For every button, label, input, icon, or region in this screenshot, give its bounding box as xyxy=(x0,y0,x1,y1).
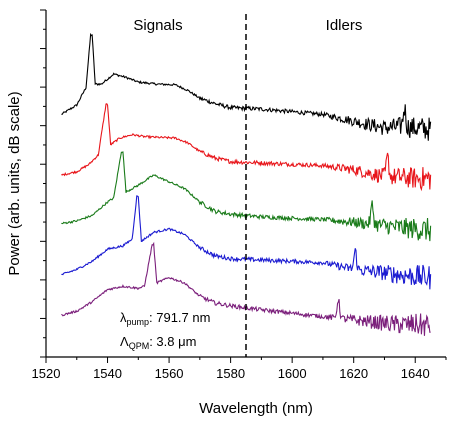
x-tick-label: 1520 xyxy=(32,366,61,381)
axes-layer: 1520 1540 1560 1580 1600 1620 1640 xyxy=(32,9,447,381)
series-line-3 xyxy=(61,151,432,242)
x-tick-label: 1600 xyxy=(278,366,307,381)
x-tick-label: 1540 xyxy=(93,366,122,381)
x-tick-label: 1640 xyxy=(401,366,430,381)
lambda-symbol: λ xyxy=(120,310,127,325)
x-tick-label: 1580 xyxy=(216,366,245,381)
y-axis-title: Power (arb. units, dB scale) xyxy=(6,91,23,275)
qpm-value: : 3.8 μm xyxy=(149,334,196,349)
x-tick-label: 1620 xyxy=(339,366,368,381)
x-tick-label: 1560 xyxy=(155,366,184,381)
idlers-label: Idlers xyxy=(326,17,363,34)
pump-subscript: pump xyxy=(127,317,150,327)
x-axis-title: Wavelength (nm) xyxy=(199,400,313,417)
lambda-capital-symbol: Λ xyxy=(120,334,129,349)
pump-wavelength-annotation: λpump: 791.7 nm xyxy=(120,310,210,327)
series-line-2 xyxy=(61,103,432,192)
qpm-period-annotation: ΛQPM: 3.8 μm xyxy=(120,334,196,351)
signals-label: Signals xyxy=(133,17,182,34)
qpm-subscript: QPM xyxy=(129,341,150,351)
pump-value: : 791.7 nm xyxy=(149,310,210,325)
